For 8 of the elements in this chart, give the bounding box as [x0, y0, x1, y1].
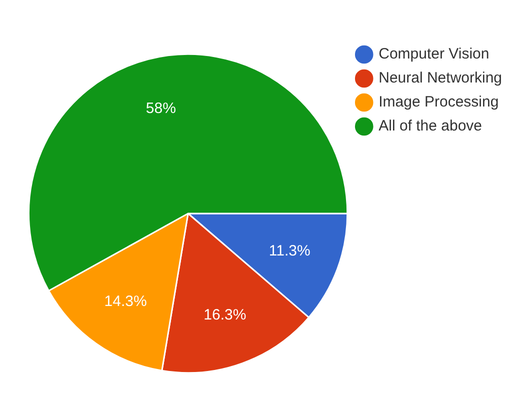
legend-label: Neural Networking — [378, 70, 502, 87]
data-label: 16.3% — [204, 306, 246, 324]
legend-label: All of the above — [378, 118, 482, 135]
data-label: 58% — [146, 100, 176, 117]
legend-label: Computer Vision — [378, 46, 490, 63]
legend-label: Image Processing — [378, 94, 499, 111]
data-label: 11.3% — [268, 242, 310, 260]
data-label: 14.3% — [104, 293, 147, 310]
